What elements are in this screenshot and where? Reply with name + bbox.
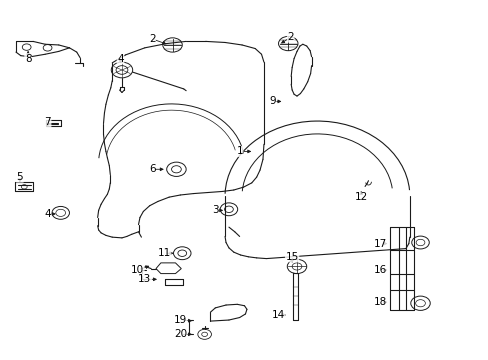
Text: 10: 10 xyxy=(131,265,144,275)
Text: 4: 4 xyxy=(117,54,123,64)
Text: 6: 6 xyxy=(148,164,155,174)
Text: 1: 1 xyxy=(236,147,243,157)
Text: 17: 17 xyxy=(373,239,386,249)
Text: 15: 15 xyxy=(285,252,298,262)
Text: 11: 11 xyxy=(157,248,170,258)
Text: 2: 2 xyxy=(148,34,155,44)
Text: 3: 3 xyxy=(212,205,218,215)
Text: 19: 19 xyxy=(173,315,186,325)
Text: 5: 5 xyxy=(17,172,23,182)
Text: 13: 13 xyxy=(138,274,151,284)
Text: 16: 16 xyxy=(373,265,386,275)
Text: 7: 7 xyxy=(44,117,51,127)
Text: 12: 12 xyxy=(354,192,367,202)
Text: 20: 20 xyxy=(173,329,186,339)
Text: 18: 18 xyxy=(373,297,386,307)
Text: 8: 8 xyxy=(25,54,31,64)
Text: 9: 9 xyxy=(269,96,275,107)
Text: 2: 2 xyxy=(287,32,293,42)
Text: 14: 14 xyxy=(271,310,285,320)
Text: 4: 4 xyxy=(44,209,51,219)
